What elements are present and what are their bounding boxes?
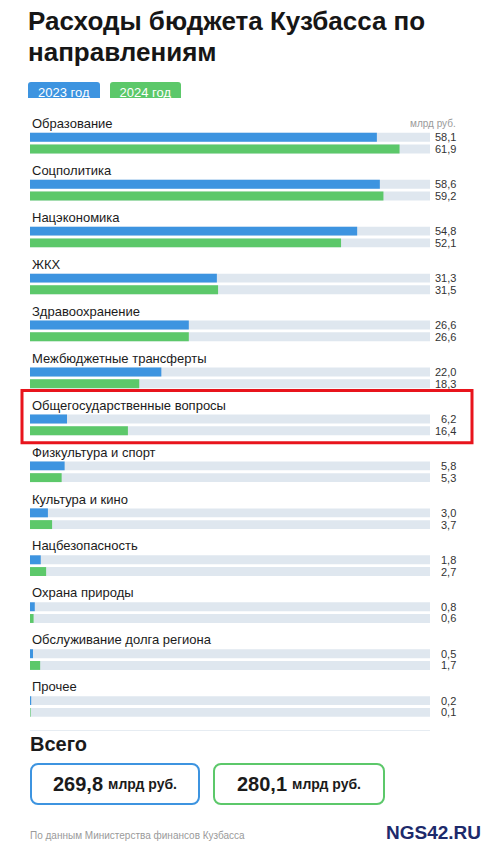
svg-text:1,7: 1,7 [441,659,456,671]
svg-text:ЖКХ: ЖКХ [32,257,61,272]
svg-text:26,6: 26,6 [435,331,456,343]
html-text:Всего: Всего [30,733,87,755]
svg-text:Здравоохранение: Здравоохранение [32,304,140,319]
svg-text:58,1: 58,1 [435,131,456,143]
svg-text:16,4: 16,4 [435,425,456,437]
svg-text:2,7: 2,7 [441,566,456,578]
svg-text:0,1: 0,1 [441,706,456,718]
svg-text:0,5: 0,5 [441,648,456,660]
svg-text:Прочее: Прочее [32,679,77,694]
svg-text:Культура и кино: Культура и кино [32,492,128,507]
svg-text:Обслуживание долга региона: Обслуживание долга региона [32,632,212,647]
svg-text:59,2: 59,2 [435,190,456,202]
svg-text:Нацбезопасность: Нацбезопасность [32,538,138,553]
svg-text:млрд руб.: млрд руб. [410,118,456,129]
svg-text:Образование: Образование [32,116,113,131]
html-text:280,1 млрд руб.: 280,1 млрд руб. [237,772,361,795]
svg-text:3,7: 3,7 [441,519,456,531]
html-text:269,8 млрд руб.: 269,8 млрд руб. [53,772,177,795]
html-text:NGS42.RU: NGS42.RU [386,822,481,843]
svg-text:52,1: 52,1 [435,237,456,249]
svg-text:0,8: 0,8 [441,601,456,613]
svg-text:31,3: 31,3 [435,272,456,284]
svg-text:54,8: 54,8 [435,225,456,237]
svg-text:Соцполитика: Соцполитика [32,163,112,178]
svg-text:6,2: 6,2 [441,413,456,425]
svg-text:61,9: 61,9 [435,143,456,155]
svg-text:Общегосударственные вопросы: Общегосударственные вопросы [32,398,226,413]
svg-text:58,6: 58,6 [435,178,456,190]
svg-text:18,3: 18,3 [435,378,456,390]
svg-text:3,0: 3,0 [441,507,456,519]
svg-text:5,3: 5,3 [441,472,456,484]
svg-text:Охрана природы: Охрана природы [32,585,134,600]
svg-text:5,8: 5,8 [441,460,456,472]
html-text:По данным Министерства финансо: По данным Министерства финансов Кузбасса [30,830,245,841]
html-text:2023 год: 2023 год [38,85,90,100]
svg-text:Физкультура и спорт: Физкультура и спорт [32,445,156,460]
svg-text:Межбюджетные трансферты: Межбюджетные трансферты [32,351,206,366]
svg-text:0,2: 0,2 [441,695,456,707]
svg-text:26,6: 26,6 [435,319,456,331]
svg-text:1,8: 1,8 [441,554,456,566]
html-text:2024 год: 2024 год [119,85,172,100]
svg-text:22,0: 22,0 [435,366,456,378]
html-text:Расходы бюджета Кузбасса по на: Расходы бюджета Кузбасса по направлениям [28,6,426,67]
svg-text:Нацэкономика: Нацэкономика [32,210,120,225]
svg-text:31,5: 31,5 [435,284,456,296]
svg-text:0,6: 0,6 [441,612,456,624]
